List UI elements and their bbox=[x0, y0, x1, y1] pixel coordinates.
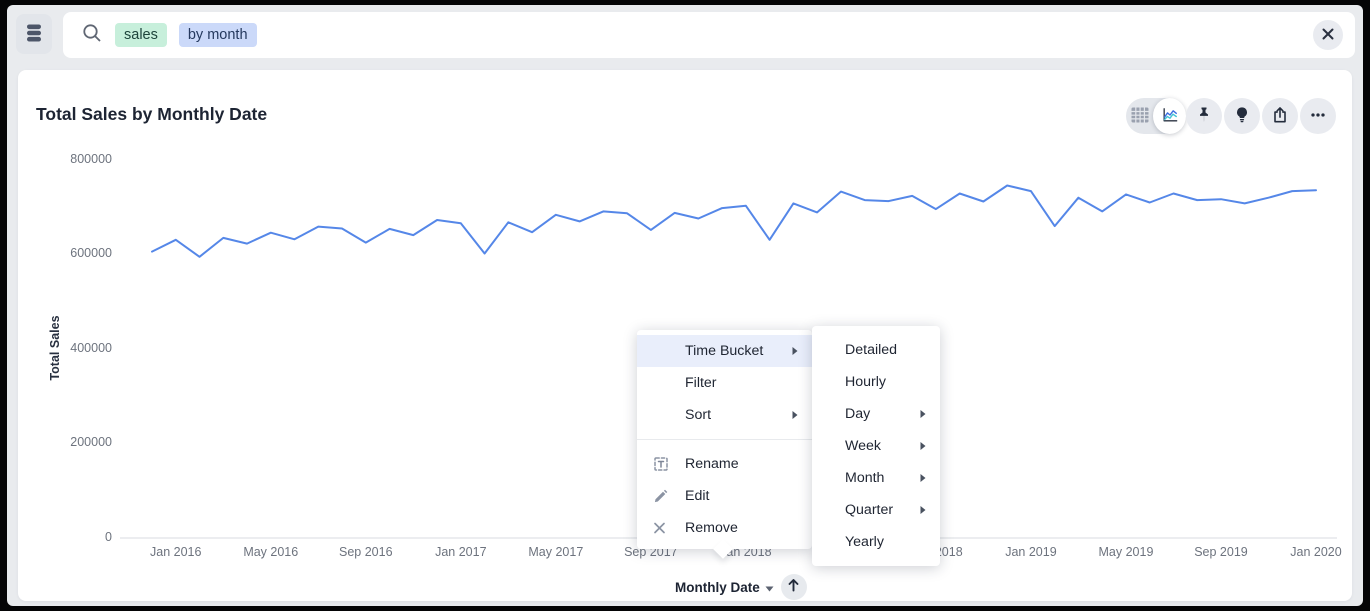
x-tick-label: May 2019 bbox=[1098, 545, 1154, 559]
search-token-sales[interactable]: sales bbox=[115, 22, 167, 48]
table-icon bbox=[1131, 107, 1149, 126]
search-icon bbox=[81, 22, 103, 49]
lightbulb-icon bbox=[1232, 105, 1252, 128]
remove-x-icon bbox=[653, 522, 666, 535]
y-tick-label: 400000 bbox=[70, 340, 112, 355]
view-toggle bbox=[1126, 98, 1186, 134]
menu-item-rename[interactable]: Rename bbox=[637, 448, 812, 480]
menu-item-label: Yearly bbox=[845, 534, 884, 550]
x-axis-column-button[interactable]: Monthly Date bbox=[675, 580, 774, 595]
y-tick-label: 0 bbox=[105, 529, 112, 544]
insights-button[interactable] bbox=[1224, 98, 1260, 134]
menu-item-label: Time Bucket bbox=[685, 343, 764, 359]
submenu-item-detailed[interactable]: Detailed bbox=[812, 334, 940, 366]
menu-item-edit[interactable]: Edit bbox=[637, 480, 812, 512]
menu-item-label: Month bbox=[845, 470, 885, 486]
x-tick-label: Jan 2017 bbox=[435, 545, 487, 559]
submenu-item-yearly[interactable]: Yearly bbox=[812, 526, 940, 558]
chart-view-button[interactable] bbox=[1153, 98, 1186, 134]
menu-item-label: Remove bbox=[685, 520, 738, 536]
sales-series-line bbox=[151, 184, 1317, 258]
x-tick-label: May 2016 bbox=[243, 545, 299, 559]
close-icon bbox=[1322, 28, 1334, 43]
menu-item-label: Day bbox=[845, 406, 871, 422]
menu-item-label: Quarter bbox=[845, 502, 894, 518]
submenu-item-month[interactable]: Month bbox=[812, 462, 940, 494]
submenu-item-quarter[interactable]: Quarter bbox=[812, 494, 940, 526]
menu-item-label: Filter bbox=[685, 375, 717, 391]
more-options-button[interactable] bbox=[1300, 98, 1336, 134]
share-icon bbox=[1270, 105, 1290, 128]
database-icon bbox=[25, 23, 43, 46]
chevron-right-icon bbox=[920, 506, 926, 515]
pin-icon bbox=[1194, 105, 1214, 128]
y-tick-label: 200000 bbox=[70, 435, 112, 449]
arrow-up-icon bbox=[787, 578, 800, 596]
column-context-menu: Time Bucket Filter Sort Rename bbox=[637, 330, 812, 559]
sort-ascending-button[interactable] bbox=[780, 574, 807, 600]
chevron-right-icon bbox=[920, 410, 926, 419]
chevron-down-icon bbox=[765, 580, 774, 595]
chevron-right-icon bbox=[792, 347, 798, 356]
chevron-right-icon bbox=[920, 442, 926, 451]
x-tick-label: Jan 2016 bbox=[150, 545, 202, 559]
x-tick-label: May 2017 bbox=[528, 545, 584, 559]
ellipsis-icon bbox=[1308, 105, 1328, 128]
x-tick-label: Sep 2019 bbox=[1194, 545, 1248, 559]
line-chart-icon bbox=[1160, 105, 1180, 128]
menu-item-label: Rename bbox=[685, 456, 739, 472]
x-axis-column-control: Monthly Date bbox=[675, 574, 807, 600]
x-tick-label: Jan 2019 bbox=[1005, 545, 1057, 559]
menu-item-sort[interactable]: Sort bbox=[637, 399, 812, 431]
search-token-by-month[interactable]: by month bbox=[178, 22, 257, 48]
rename-icon bbox=[653, 456, 669, 472]
x-tick-label: Sep 2016 bbox=[339, 545, 393, 559]
x-axis-column-name: Monthly Date bbox=[675, 579, 760, 595]
submenu-item-week[interactable]: Week bbox=[812, 430, 940, 462]
menu-item-label: Week bbox=[845, 438, 882, 454]
menu-divider bbox=[637, 439, 812, 440]
pin-button[interactable] bbox=[1186, 98, 1222, 134]
chart-title: Total Sales by Monthly Date bbox=[36, 104, 268, 124]
menu-item-remove[interactable]: Remove bbox=[637, 512, 812, 544]
menu-item-label: Detailed bbox=[845, 342, 898, 358]
submenu-item-day[interactable]: Day bbox=[812, 398, 940, 430]
chevron-right-icon bbox=[920, 474, 926, 483]
search-bar[interactable]: sales by month bbox=[63, 12, 1355, 58]
chevron-right-icon bbox=[792, 411, 798, 420]
menu-item-label: Sort bbox=[685, 407, 712, 423]
clear-search-button[interactable] bbox=[1313, 20, 1343, 50]
time-bucket-submenu: Detailed Hourly Day Week Month Quarter bbox=[812, 326, 940, 566]
x-tick-label: Jan 2020 bbox=[1290, 545, 1342, 559]
edit-pencil-icon bbox=[653, 488, 669, 504]
table-view-button[interactable] bbox=[1126, 98, 1153, 134]
menu-item-time-bucket[interactable]: Time Bucket bbox=[637, 335, 812, 367]
menu-item-label: Edit bbox=[685, 488, 710, 504]
y-tick-label: 800000 bbox=[70, 151, 112, 166]
data-source-button[interactable] bbox=[16, 14, 52, 54]
submenu-item-hourly[interactable]: Hourly bbox=[812, 366, 940, 398]
menu-item-label: Hourly bbox=[845, 374, 886, 390]
share-button[interactable] bbox=[1262, 98, 1298, 134]
y-tick-label: 600000 bbox=[70, 246, 112, 260]
menu-item-filter[interactable]: Filter bbox=[637, 367, 812, 399]
